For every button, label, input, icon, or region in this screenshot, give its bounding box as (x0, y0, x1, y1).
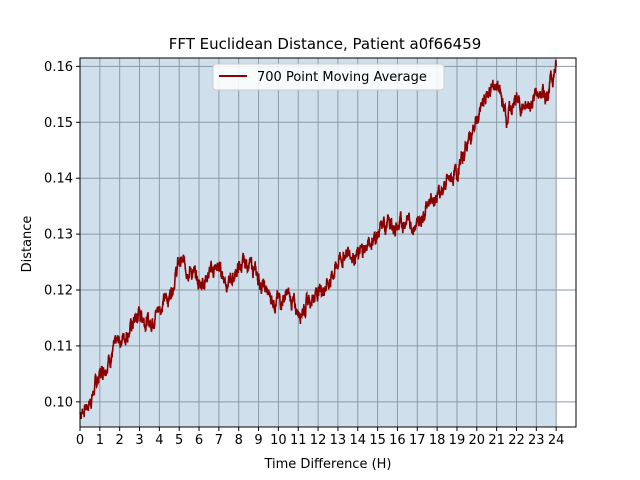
x-tick-label: 24 (548, 433, 565, 448)
x-tick-label: 5 (175, 433, 183, 448)
x-tick-label: 0 (76, 433, 84, 448)
x-tick-label: 11 (290, 433, 307, 448)
x-tick-label: 7 (215, 433, 223, 448)
y-tick-label: 0.15 (44, 116, 73, 131)
x-tick-label: 21 (488, 433, 505, 448)
y-tick-label: 0.16 (44, 60, 73, 75)
x-tick-label: 9 (254, 433, 262, 448)
y-axis: 0.10 0.11 0.12 0.13 0.14 0.15 0.16 (44, 60, 80, 410)
y-tick-label: 0.10 (44, 395, 73, 410)
x-tick-label: 6 (195, 433, 203, 448)
x-tick-label: 20 (469, 433, 486, 448)
y-tick-label: 0.13 (44, 228, 73, 243)
x-tick-label: 2 (116, 433, 124, 448)
x-tick-label: 1 (96, 433, 104, 448)
x-tick-label: 16 (389, 433, 406, 448)
y-tick-label: 0.11 (44, 339, 73, 354)
x-tick-label: 10 (270, 433, 287, 448)
chart-title: FFT Euclidean Distance, Patient a0f66459 (169, 35, 482, 53)
x-tick-label: 3 (135, 433, 143, 448)
x-tick-label: 22 (508, 433, 525, 448)
x-tick-label: 18 (429, 433, 446, 448)
x-tick-label: 17 (409, 433, 426, 448)
x-tick-label: 23 (528, 433, 545, 448)
grid (79, 58, 576, 427)
x-axis: 0 1 2 3 4 5 6 7 8 9 10 11 12 13 14 15 16 17 18 19 20 21 22 23 24 (76, 427, 565, 448)
x-axis-title: Time Difference (H) (263, 457, 391, 472)
x-tick-label: 8 (235, 433, 243, 448)
series-line (79, 59, 557, 420)
x-tick-label: 14 (349, 433, 366, 448)
legend-box (212, 63, 445, 91)
x-tick-label: 19 (449, 433, 466, 448)
legend: 700 Point Moving Average (212, 63, 445, 91)
x-tick-label: 12 (310, 433, 327, 448)
y-tick-label: 0.14 (44, 172, 73, 187)
x-tick-label: 4 (155, 433, 163, 448)
y-tick-label: 0.12 (44, 284, 73, 299)
plot-frame (79, 57, 577, 428)
y-axis-title: Distance (20, 216, 35, 273)
legend-label: 700 Point Moving Average (257, 70, 427, 85)
x-tick-label: 13 (330, 433, 347, 448)
x-tick-label: 15 (369, 433, 386, 448)
